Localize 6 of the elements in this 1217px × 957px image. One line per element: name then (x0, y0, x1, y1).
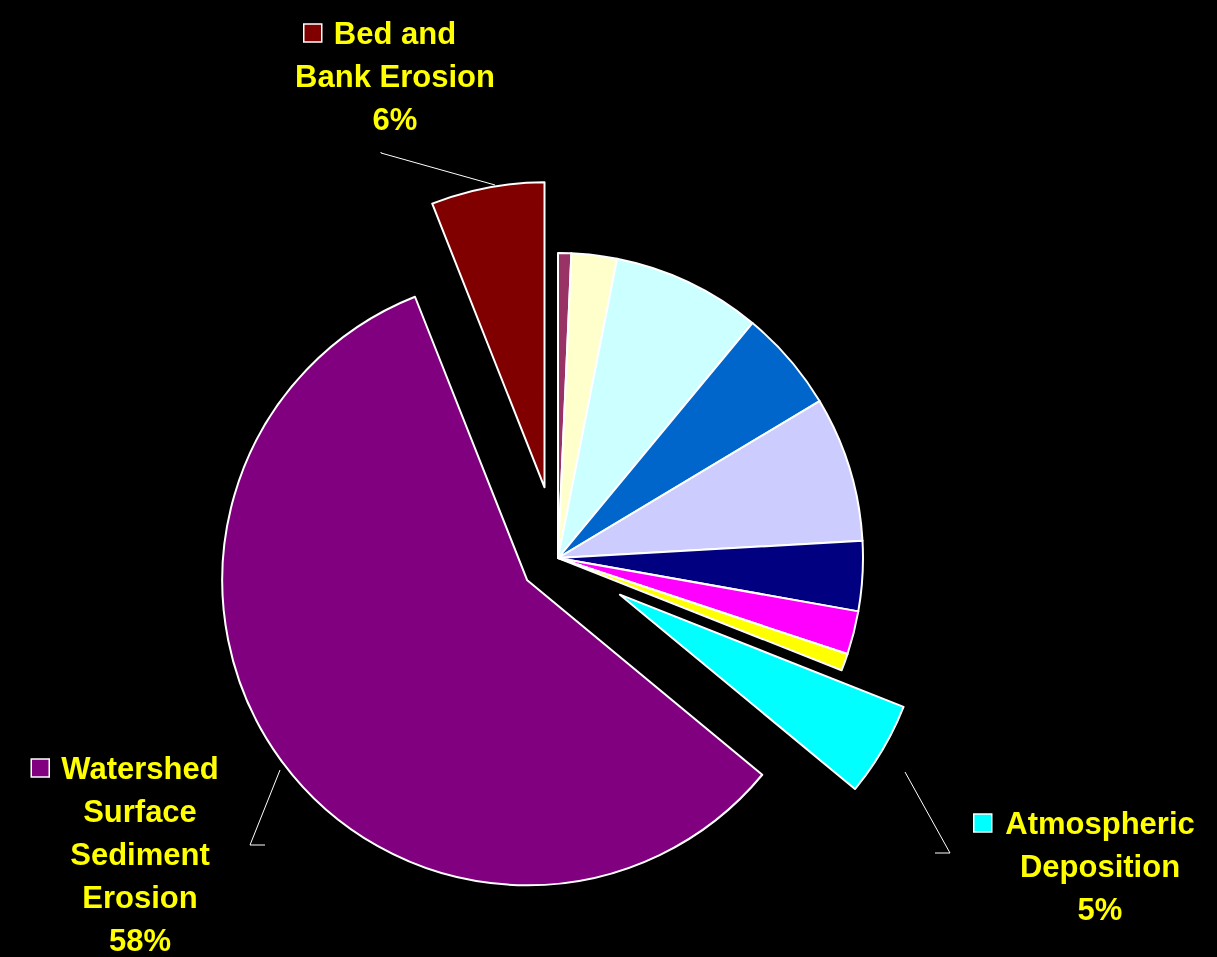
data-label: 5% (1077, 891, 1123, 927)
legend-label: Bed and Bank Erosion (295, 15, 495, 94)
legend-label: Atmospheric Deposition (1005, 805, 1195, 884)
data-label: 6% (372, 101, 418, 137)
data-label: 58% (108, 922, 172, 957)
legend-label: Watershed Surface Sediment Erosion (61, 750, 219, 915)
